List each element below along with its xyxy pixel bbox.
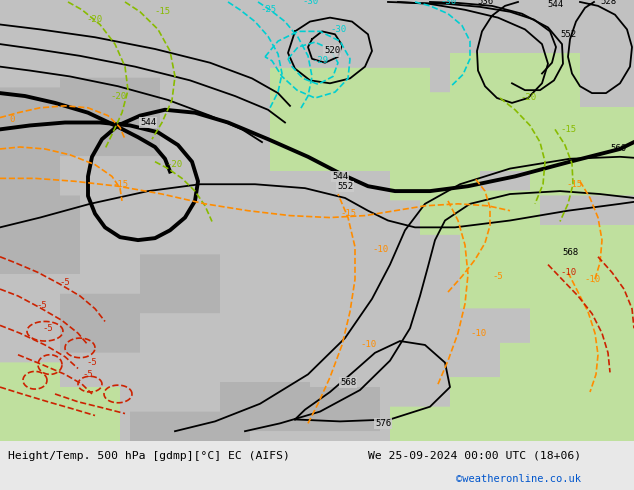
Text: -5: -5 xyxy=(87,358,98,367)
Text: -10: -10 xyxy=(560,268,576,277)
Text: -5: -5 xyxy=(82,370,93,379)
Text: 0: 0 xyxy=(10,115,15,124)
Text: -30: -30 xyxy=(440,0,456,6)
Text: -20: -20 xyxy=(520,94,536,102)
Text: -15: -15 xyxy=(560,125,576,134)
Text: -10: -10 xyxy=(372,245,388,254)
Text: -10: -10 xyxy=(360,341,376,349)
Text: -15: -15 xyxy=(567,180,583,189)
Text: -20: -20 xyxy=(87,15,103,24)
Text: 576: 576 xyxy=(375,419,391,428)
Text: Height/Temp. 500 hPa [gdmp][°C] EC (AIFS): Height/Temp. 500 hPa [gdmp][°C] EC (AIFS… xyxy=(8,451,290,461)
Text: -5: -5 xyxy=(493,272,503,281)
Text: -30: -30 xyxy=(302,0,318,6)
Text: -20: -20 xyxy=(110,92,126,100)
Text: -15: -15 xyxy=(112,180,128,189)
Text: -5: -5 xyxy=(37,301,48,310)
Text: -15: -15 xyxy=(154,7,170,16)
Text: 568: 568 xyxy=(340,378,356,387)
Text: 528: 528 xyxy=(600,0,616,6)
Text: 568: 568 xyxy=(562,248,578,257)
Text: -29: -29 xyxy=(312,56,328,65)
Text: -30: -30 xyxy=(330,25,346,34)
Text: -15: -15 xyxy=(340,209,356,218)
Text: -25: -25 xyxy=(260,5,276,14)
Text: 520: 520 xyxy=(324,47,340,55)
Text: -10: -10 xyxy=(470,329,486,338)
Text: -5: -5 xyxy=(42,324,53,333)
Text: -10: -10 xyxy=(584,275,600,284)
Text: ©weatheronline.co.uk: ©weatheronline.co.uk xyxy=(456,474,581,484)
Text: 536: 536 xyxy=(477,0,493,6)
Text: 544: 544 xyxy=(547,0,563,9)
Text: -20: -20 xyxy=(167,160,183,169)
Text: 544: 544 xyxy=(140,118,156,127)
Text: 544: 544 xyxy=(332,172,348,181)
Text: 560: 560 xyxy=(610,145,626,153)
Text: 552: 552 xyxy=(560,30,576,39)
Text: 552: 552 xyxy=(337,182,353,191)
Text: We 25-09-2024 00:00 UTC (18+06): We 25-09-2024 00:00 UTC (18+06) xyxy=(368,451,581,461)
Text: -5: -5 xyxy=(60,278,70,287)
